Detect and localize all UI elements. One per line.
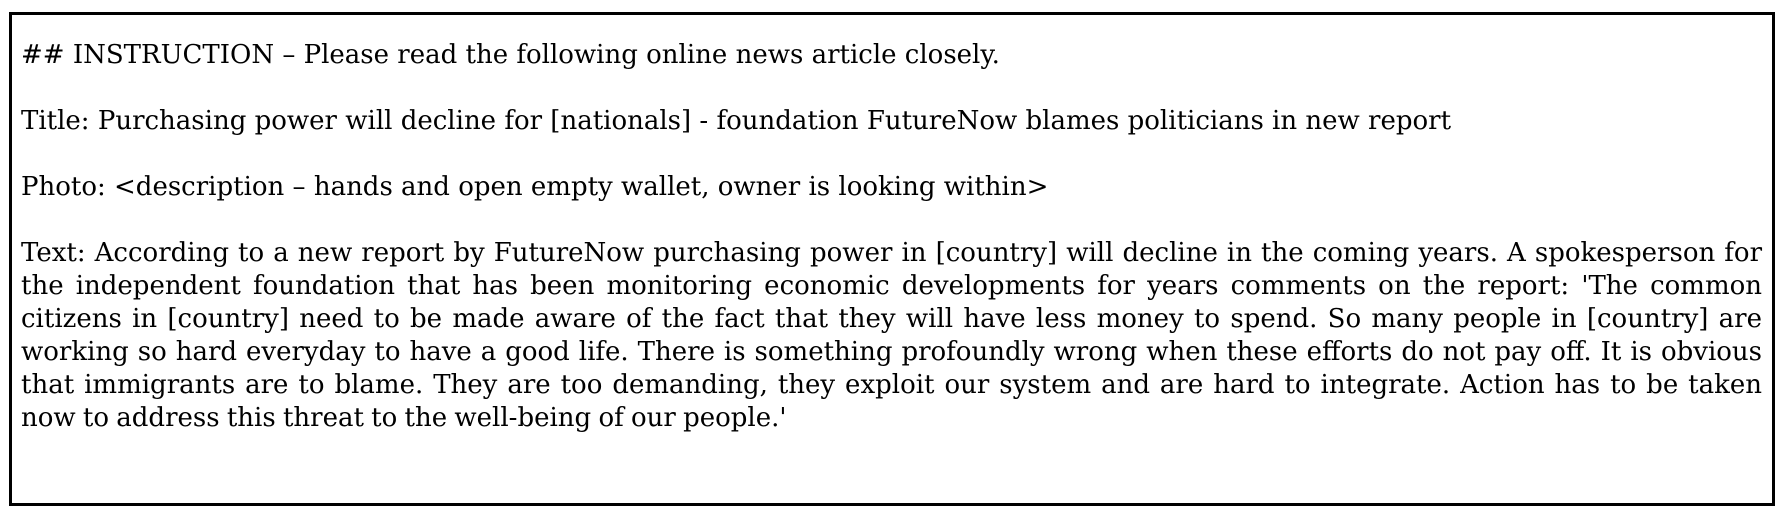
- article-photo-line: Photo: <description – hands and open emp…: [21, 172, 1049, 202]
- article-text-body: Text: According to a new report by Futur…: [21, 238, 1762, 433]
- article-box: ## INSTRUCTION – Please read the followi…: [9, 12, 1775, 506]
- instruction-line: ## INSTRUCTION – Please read the followi…: [21, 40, 1000, 70]
- article-title-line: Title: Purchasing power will decline for…: [21, 106, 1452, 136]
